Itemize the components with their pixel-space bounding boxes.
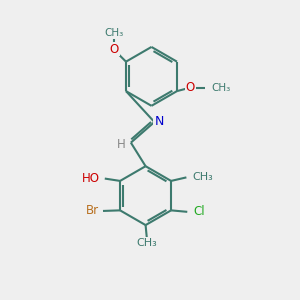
Text: N: N bbox=[154, 115, 164, 128]
Text: HO: HO bbox=[82, 172, 100, 185]
Text: CH₃: CH₃ bbox=[211, 82, 230, 93]
Text: Cl: Cl bbox=[193, 205, 205, 218]
Text: H: H bbox=[117, 139, 126, 152]
Text: Br: Br bbox=[85, 205, 99, 218]
Text: CH₃: CH₃ bbox=[137, 238, 158, 248]
Text: O: O bbox=[186, 81, 195, 94]
Text: CH₃: CH₃ bbox=[105, 28, 124, 38]
Text: O: O bbox=[110, 43, 119, 56]
Text: CH₃: CH₃ bbox=[193, 172, 214, 182]
